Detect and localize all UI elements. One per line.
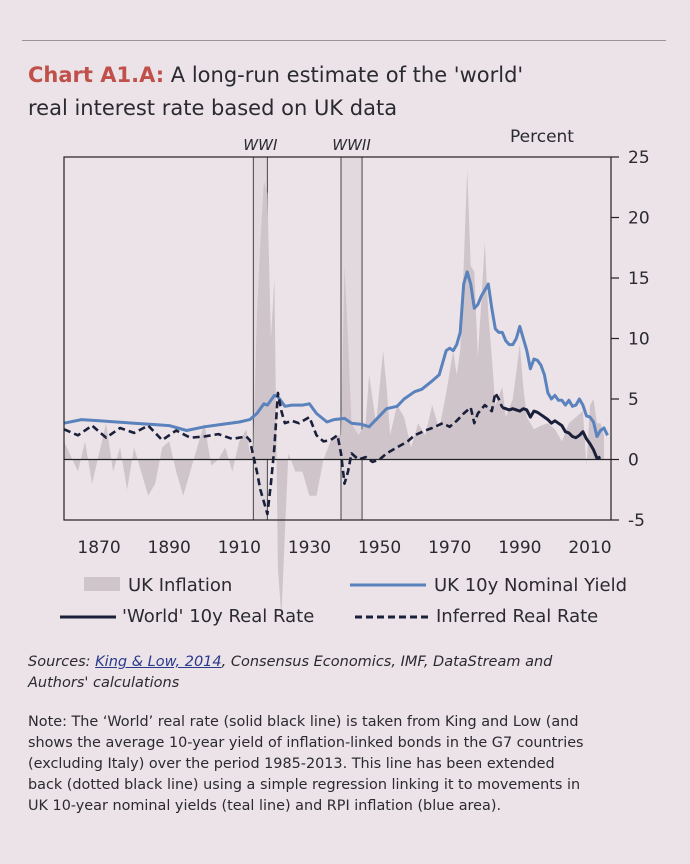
y-tick-label: 5 — [628, 390, 639, 410]
sources-link[interactable]: King & Low, 2014 — [95, 654, 222, 670]
legend-label-nominal-yield: UK 10y Nominal Yield — [434, 575, 627, 596]
x-tick-label: 1970 — [428, 538, 471, 558]
x-tick-label: 1950 — [358, 538, 401, 558]
x-tick-label: 1890 — [148, 538, 191, 558]
note-line: Note: The ‘World’ real rate (solid black… — [28, 714, 579, 730]
chart-title-line-2: real interest rate based on UK data — [28, 96, 398, 120]
sources-line-1: Sources: King & Low, 2014, Consensus Eco… — [28, 652, 658, 673]
legend-label-uk-inflation: UK Inflation — [128, 575, 232, 596]
series-line-inferred-real-rate — [63, 391, 504, 516]
legend: UK Inflation UK 10y Nominal Yield 'World… — [60, 575, 627, 627]
war-label: WWII — [332, 136, 371, 154]
war-label: WWI — [243, 136, 278, 154]
sources-rest: , Consensus Economics, IMF, DataStream a… — [221, 654, 553, 670]
sources: Sources: King & Low, 2014, Consensus Eco… — [28, 652, 658, 694]
x-tick-label: 1910 — [218, 538, 261, 558]
x-tick-label: 1990 — [498, 538, 541, 558]
note: Note: The ‘World’ real rate (solid black… — [28, 712, 658, 817]
legend-label-inferred-real-rate: Inferred Real Rate — [436, 606, 598, 627]
note-line: shows the average 10-year yield of infla… — [28, 735, 584, 751]
sources-line-2: Authors' calculations — [28, 675, 180, 691]
series-line-uk-10y-nominal-yield — [63, 270, 609, 438]
x-tick-label: 2010 — [568, 538, 611, 558]
y-tick-label: -5 — [628, 511, 645, 531]
x-tick-label: 1870 — [77, 538, 120, 558]
note-line: UK 10-year nominal yields (teal line) an… — [28, 798, 502, 814]
y-tick-label: 20 — [628, 209, 650, 229]
axes: 25 20 15 10 5 0 -5 1870 1890 1910 1930 1950 1970 1990… — [77, 148, 649, 558]
y-tick-label: 25 — [628, 148, 650, 168]
series-lines — [63, 270, 609, 516]
chart-title-line-1: Chart A1.A: A long-run estimate of the '… — [28, 62, 523, 88]
y-axis-label: Percent — [510, 127, 574, 147]
chart-number: Chart A1.A: — [28, 63, 165, 87]
legend-label-world-real-rate: 'World' 10y Real Rate — [122, 606, 314, 627]
note-line: (excluding Italy) over the period 1985-2… — [28, 756, 555, 772]
note-line: back (dotted black line) using a simple … — [28, 777, 581, 793]
series-line-world-10y-real-rate — [501, 406, 601, 460]
x-tick-label: 1930 — [288, 538, 331, 558]
sources-prefix: Sources: — [28, 654, 96, 670]
legend-swatch-uk-inflation — [84, 577, 120, 591]
top-rule — [22, 40, 666, 41]
chart-title-text: A long-run estimate of the 'world' — [164, 63, 524, 87]
y-tick-label: 10 — [628, 330, 650, 350]
y-tick-label: 0 — [628, 451, 639, 471]
y-tick-label: 15 — [628, 269, 650, 289]
